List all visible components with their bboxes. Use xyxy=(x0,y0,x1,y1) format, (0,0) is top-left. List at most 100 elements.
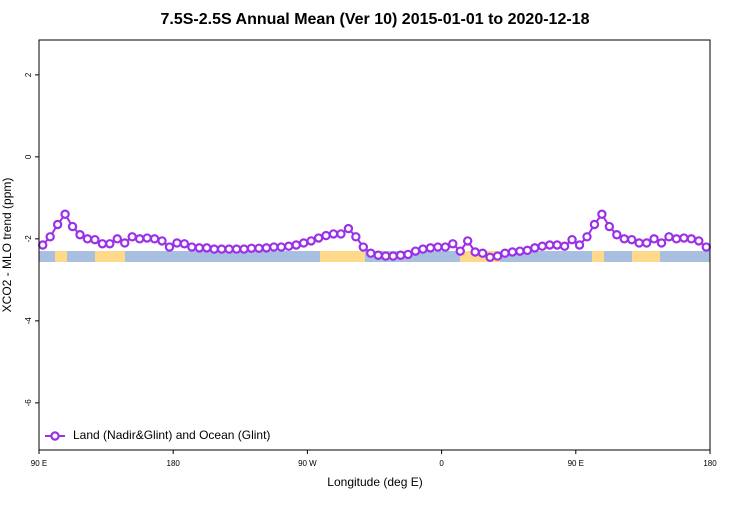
data-point xyxy=(552,240,562,250)
legend-label: Land (Nadir&Glint) and Ocean (Glint) xyxy=(73,428,270,442)
data-point xyxy=(321,230,331,241)
data-point xyxy=(418,244,428,254)
land-strip xyxy=(55,251,67,262)
y-axis-label: XCO2 - MLO trend (ppm) xyxy=(0,178,14,313)
data-point xyxy=(97,239,108,249)
data-point xyxy=(67,221,78,232)
data-point xyxy=(157,236,167,246)
data-point xyxy=(410,246,421,256)
x-tick-label: 180 xyxy=(167,459,181,468)
data-point xyxy=(686,234,697,244)
data-point xyxy=(142,233,152,243)
data-point xyxy=(261,243,272,253)
data-point xyxy=(507,247,518,257)
data-point xyxy=(269,242,279,252)
data-point xyxy=(52,219,63,230)
data-point xyxy=(403,249,413,260)
data-point xyxy=(567,234,577,245)
x-tick-label: 180 xyxy=(703,459,717,468)
data-point xyxy=(366,248,376,258)
data-point xyxy=(574,240,585,250)
data-point xyxy=(530,243,540,253)
data-point xyxy=(358,242,369,252)
data-point xyxy=(477,248,488,258)
data-point xyxy=(515,246,525,256)
chart-title: 7.5S-2.5S Annual Mean (Ver 10) 2015-01-0… xyxy=(161,11,590,28)
y-tick-label: -6 xyxy=(24,399,33,407)
data-point xyxy=(448,239,458,249)
data-point xyxy=(291,240,301,250)
legend-marker xyxy=(50,431,60,441)
x-tick-label: 90 E xyxy=(568,459,584,468)
data-point xyxy=(127,232,137,242)
data-point xyxy=(641,238,652,248)
land-strip xyxy=(320,251,365,262)
data-point xyxy=(164,242,175,252)
data-point xyxy=(149,234,160,244)
x-tick-label: 0 xyxy=(439,459,444,468)
x-tick-label: 90 W xyxy=(298,459,317,468)
plot-frame xyxy=(38,39,711,451)
data-point xyxy=(537,241,547,251)
data-point xyxy=(470,247,480,257)
data-point xyxy=(246,243,257,253)
plot xyxy=(38,209,711,262)
data-point xyxy=(500,248,510,258)
data-point xyxy=(179,239,190,249)
data-point xyxy=(522,245,533,256)
data-point xyxy=(671,234,682,244)
data-point xyxy=(582,232,592,242)
data-point xyxy=(462,236,473,246)
data-point xyxy=(187,242,197,252)
data-point xyxy=(455,246,465,256)
data-point xyxy=(597,209,607,219)
data-point xyxy=(298,238,309,248)
data-point xyxy=(90,234,100,245)
data-point xyxy=(612,230,622,240)
data-point xyxy=(276,242,287,252)
x-tick-label: 90 E xyxy=(31,459,47,468)
data-point xyxy=(239,244,249,254)
y-tick-label: 0 xyxy=(24,154,33,159)
data-point xyxy=(194,243,204,253)
data-point xyxy=(604,221,615,232)
data-point xyxy=(440,242,451,252)
data-point xyxy=(75,230,85,240)
data-point xyxy=(60,209,70,219)
data-point xyxy=(38,240,48,250)
y-tick-label: -4 xyxy=(24,317,33,325)
data-point xyxy=(492,251,503,261)
data-point xyxy=(216,244,227,254)
data-point xyxy=(105,239,115,249)
data-point xyxy=(254,243,264,253)
data-point xyxy=(694,236,704,246)
y-tick-label: 2 xyxy=(24,72,33,77)
data-point xyxy=(664,232,674,242)
data-point xyxy=(559,241,570,251)
data-point xyxy=(380,251,391,261)
land-strip xyxy=(592,251,604,262)
data-point xyxy=(209,244,219,254)
data-point xyxy=(433,242,443,252)
data-point xyxy=(425,243,436,253)
data-point xyxy=(112,234,122,244)
land-strip xyxy=(95,251,125,262)
land-strip xyxy=(632,251,660,262)
data-point xyxy=(545,240,555,250)
data-point xyxy=(120,238,130,248)
data-point xyxy=(634,238,644,248)
data-point xyxy=(351,232,361,242)
data-point xyxy=(82,234,93,244)
data-point xyxy=(306,236,316,246)
data-point xyxy=(656,238,667,248)
data-point xyxy=(172,238,182,248)
data-point xyxy=(701,242,711,252)
data-point xyxy=(202,243,212,253)
data-point xyxy=(627,234,637,245)
data-point xyxy=(45,232,55,242)
data-point xyxy=(224,244,234,254)
data-point xyxy=(313,233,324,243)
